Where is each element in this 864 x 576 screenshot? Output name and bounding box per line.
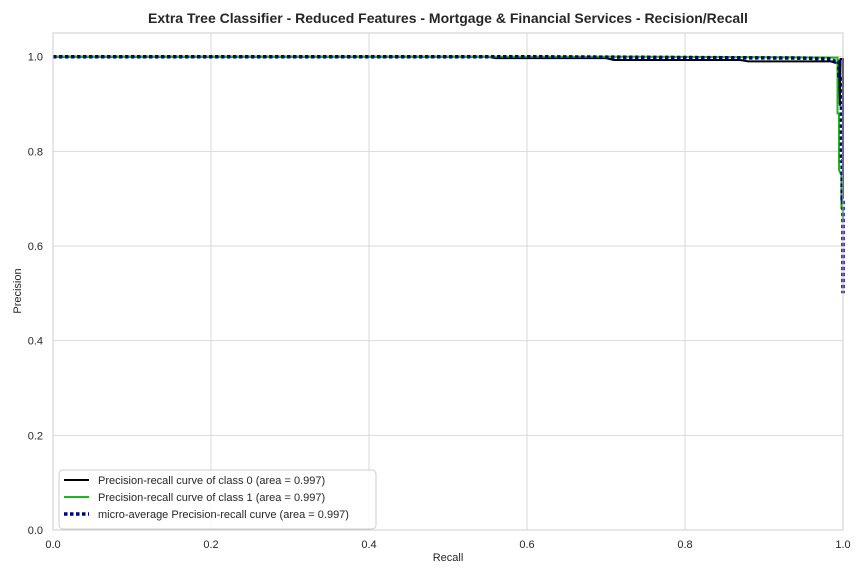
legend-box — [58, 469, 377, 530]
x-tick-label: 0.0 — [45, 539, 60, 551]
y-tick-label: 0.4 — [28, 336, 43, 348]
legend: Precision-recall curve of class 0 (area … — [58, 469, 377, 530]
x-tick-label: 1.0 — [835, 539, 850, 551]
legend-label-1: Precision-recall curve of class 1 (area … — [98, 492, 325, 504]
x-axis-label: Recall — [433, 552, 464, 564]
x-tick-label: 0.4 — [361, 539, 376, 551]
y-tick-label: 0.6 — [28, 241, 43, 253]
x-axis-ticks: 0.0 0.2 0.4 0.6 0.8 1.0 — [45, 539, 850, 551]
y-axis-label: Precision — [12, 268, 24, 313]
legend-label-0: Precision-recall curve of class 0 (area … — [98, 475, 325, 487]
plot-area — [52, 32, 845, 531]
x-tick-label: 0.8 — [677, 539, 692, 551]
y-tick-label: 1.0 — [28, 52, 43, 64]
x-tick-label: 0.6 — [519, 539, 534, 551]
series-line-2 — [53, 54, 845, 294]
chart-title: Extra Tree Classifier - Reduced Features… — [148, 10, 748, 26]
y-tick-label: 0.0 — [28, 525, 43, 537]
plot-background — [53, 33, 843, 530]
grid — [52, 33, 844, 531]
legend-label-2: micro-average Precision-recall curve (ar… — [98, 509, 349, 521]
y-axis-ticks: 0.0 0.2 0.4 0.6 0.8 1.0 — [28, 52, 43, 537]
plot-frame — [52, 32, 844, 531]
y-tick-label: 0.8 — [28, 146, 43, 158]
x-tick-label: 0.2 — [203, 539, 218, 551]
y-tick-label: 0.2 — [28, 430, 43, 442]
series-line-0 — [53, 55, 844, 199]
series-layer — [53, 54, 845, 294]
